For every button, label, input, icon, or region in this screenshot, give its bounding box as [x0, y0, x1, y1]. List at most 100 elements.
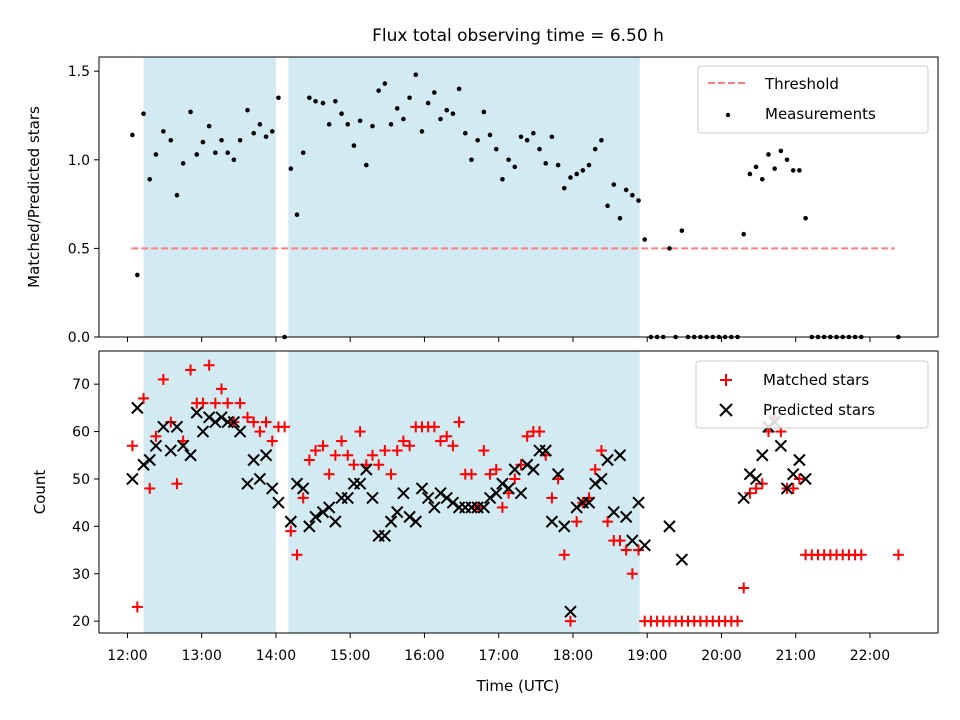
- predicted-star-point: [477, 501, 491, 514]
- predicted-star-point: [564, 605, 577, 618]
- matched-star-point: [366, 449, 378, 461]
- predicted-star-point: [196, 425, 210, 438]
- measurement-point: [147, 176, 153, 182]
- measurement-point: [500, 176, 505, 182]
- measurement-point: [481, 109, 487, 115]
- predicted-star-point: [227, 415, 241, 429]
- predicted-star-point: [259, 449, 273, 462]
- legend-matched-swatch: [720, 374, 732, 386]
- top-panel: 0.0 0.5 1.0 1.5 Matched/Predicted stars Thr…: [25, 56, 939, 346]
- matched-star-point: [317, 440, 329, 452]
- measurement-point: [130, 132, 135, 138]
- measurement-point: [438, 116, 443, 122]
- y-tick-label: 1.0: [68, 153, 90, 169]
- measurement-point: [425, 100, 431, 106]
- x-tick-label: 19:00: [627, 648, 667, 664]
- top-y-axis-label: Matched/Predicted stars: [25, 106, 43, 288]
- predicted-star-point: [322, 501, 336, 514]
- predicted-star-point: [675, 553, 689, 566]
- matched-star-point: [373, 459, 385, 471]
- matched-star-point: [564, 615, 576, 627]
- y-tick-label: 30: [72, 567, 90, 583]
- predicted-star-point: [749, 472, 763, 486]
- matched-star-point: [546, 492, 558, 504]
- measurement-point: [161, 129, 166, 134]
- predicted-star-point: [366, 491, 379, 505]
- measurement-point: [642, 237, 648, 242]
- legend-threshold-label: Threshold: [764, 75, 839, 93]
- matched-star-point: [323, 468, 335, 480]
- matched-star-point: [595, 445, 607, 457]
- measurement-point: [630, 192, 635, 198]
- measurement-point: [269, 129, 275, 134]
- matched-star-point: [241, 411, 253, 423]
- predicted-star-point: [570, 501, 583, 514]
- measurement-point: [778, 148, 784, 154]
- predicted-star-point: [589, 477, 602, 490]
- matched-star-point: [144, 482, 156, 494]
- matched-star-point: [756, 478, 768, 490]
- measurement-point: [803, 215, 808, 221]
- predicted-star-point: [397, 486, 410, 500]
- bottom-legend: Matched stars Predicted stars: [695, 360, 929, 429]
- matched-star-point: [266, 435, 278, 447]
- predicted-star-point: [595, 472, 608, 486]
- measurement-point: [766, 152, 771, 157]
- predicted-star-point: [502, 482, 515, 495]
- predicted-star-point: [613, 449, 627, 462]
- predicted-star-point: [619, 510, 633, 524]
- measurement-point: [753, 164, 759, 170]
- measurement-point: [487, 132, 493, 138]
- matched-star-point: [391, 445, 403, 457]
- matched-star-point: [428, 421, 440, 433]
- measurement-point: [300, 150, 306, 155]
- matched-star-point: [435, 435, 447, 447]
- measurement-point: [231, 157, 237, 163]
- measurement-point: [475, 137, 480, 143]
- measurement-point: [617, 215, 623, 221]
- measurement-point: [772, 166, 777, 171]
- predicted-star-point: [284, 515, 298, 528]
- y-tick-label: 1.5: [68, 64, 90, 80]
- matched-star-point: [515, 459, 527, 471]
- matched-star-point: [131, 601, 143, 613]
- top-legend-box: [697, 65, 929, 134]
- matched-star-point: [732, 615, 744, 627]
- predicted-star-point: [137, 458, 150, 471]
- matched-star-point: [614, 535, 626, 547]
- predicted-star-point: [241, 477, 254, 490]
- measurement-point: [135, 272, 140, 278]
- matched-star-point: [892, 549, 904, 561]
- x-tick-label: 13:00: [182, 648, 222, 664]
- measurement-point: [180, 161, 186, 166]
- measurement-point: [251, 130, 256, 136]
- matched-star-point: [157, 373, 169, 385]
- matched-star-point: [385, 468, 397, 480]
- predicted-star-point: [496, 477, 509, 490]
- matched-star-point: [478, 445, 490, 457]
- matched-star-point: [260, 416, 272, 428]
- measurement-point: [450, 111, 456, 117]
- predicted-star-point: [329, 515, 342, 528]
- predicted-star-point: [296, 482, 310, 495]
- measurement-point: [574, 171, 579, 177]
- measurement-point: [469, 157, 474, 163]
- measurement-point: [174, 192, 180, 198]
- bottom-y-axis: 20 30 40 50 60 70: [72, 377, 99, 630]
- measurement-point: [555, 162, 561, 168]
- measurement-point: [288, 166, 294, 171]
- shaded-interval: [143, 351, 276, 633]
- predicted-star-point: [303, 520, 316, 533]
- predicted-star-point: [143, 453, 156, 467]
- measurement-point: [611, 182, 617, 187]
- measurement-point: [413, 72, 419, 78]
- measurement-point: [225, 150, 230, 155]
- bottom-shaded-regions: [143, 351, 640, 633]
- matched-star-point: [222, 397, 234, 409]
- matched-star-point: [303, 454, 315, 466]
- predicted-star-point: [190, 406, 203, 419]
- predicted-star-point: [743, 468, 757, 481]
- top-chart-title: Flux total observing time = 6.50 h: [372, 26, 664, 46]
- predicted-star-point: [266, 482, 279, 495]
- predicted-star-point: [446, 496, 460, 509]
